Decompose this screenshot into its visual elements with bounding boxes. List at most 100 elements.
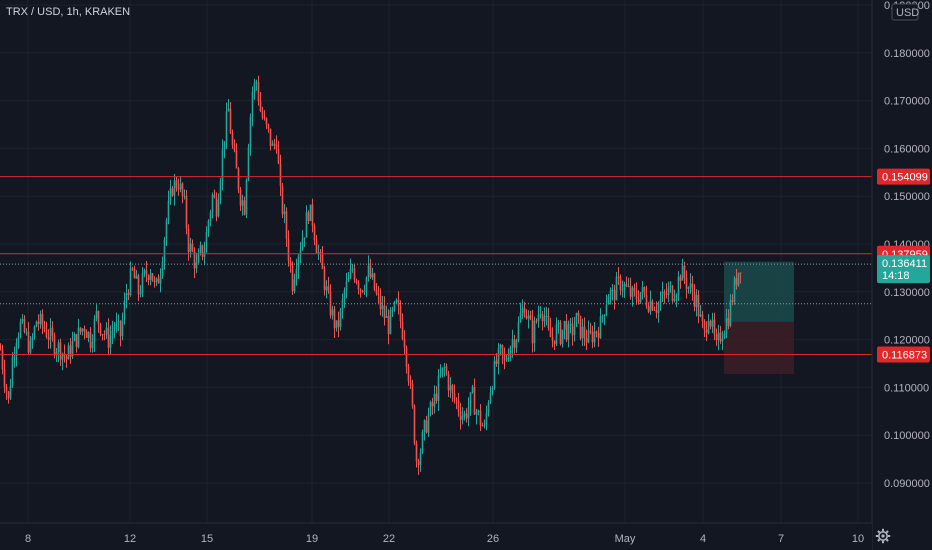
gear-icon[interactable] [875, 528, 891, 544]
candle-body [535, 320, 538, 322]
candle-body [185, 195, 188, 229]
candle-body [667, 287, 670, 295]
candle-body [147, 276, 150, 281]
candle-body [57, 342, 60, 353]
candle-body [647, 305, 650, 312]
candle-body [39, 313, 42, 324]
candle-body [519, 312, 522, 322]
candle-body [173, 180, 176, 196]
candle-body [731, 300, 734, 302]
candle-body [371, 273, 374, 278]
candle-body [257, 82, 260, 102]
candle-body [703, 321, 706, 330]
candle-body [515, 340, 518, 348]
x-tick-label: 22 [383, 533, 395, 545]
candle-body [21, 318, 24, 322]
candle-body [485, 412, 488, 425]
candle-body [287, 238, 290, 261]
candle-body [239, 189, 242, 206]
candle-body [713, 319, 716, 335]
candle-body [421, 431, 424, 453]
candle-body [59, 342, 62, 360]
candle-body [3, 369, 6, 387]
candle-body [655, 310, 658, 313]
candle-body [115, 322, 118, 328]
candle-body [427, 414, 430, 433]
candle-body [333, 309, 336, 329]
candle-body [543, 316, 546, 322]
candle-body [245, 179, 248, 215]
candle-body [65, 356, 68, 360]
candle-body [641, 287, 644, 293]
time-axis[interactable] [0, 523, 872, 550]
candle-body [443, 366, 446, 368]
candle-body [549, 328, 552, 338]
candle-body [189, 243, 192, 253]
target-zone[interactable] [724, 261, 794, 322]
candle-body [289, 260, 292, 266]
candle-body [481, 425, 484, 427]
candle-body [681, 265, 684, 281]
y-tick-label: 0.110000 [884, 382, 929, 394]
candle-body [497, 348, 500, 365]
candle-body [671, 286, 674, 301]
candle-body [517, 321, 520, 341]
candle-body [165, 220, 168, 240]
candle-body [97, 311, 100, 324]
candle-body [305, 212, 308, 238]
candle-body [393, 301, 396, 310]
candle-body [735, 278, 738, 285]
candle-body [221, 149, 224, 182]
candle-body [81, 328, 84, 332]
candle-body [225, 111, 228, 142]
candle-body [537, 314, 540, 322]
candle-body [529, 315, 532, 320]
candle-body [487, 402, 490, 413]
candle-body [99, 323, 102, 335]
level-price-tag[interactable] [877, 346, 930, 363]
y-tick-label: 0.120000 [884, 335, 930, 347]
candle-body [511, 339, 514, 348]
candle-body [325, 286, 328, 291]
current-price-tag[interactable] [877, 255, 930, 284]
candle-body [71, 340, 74, 357]
candle-body [277, 149, 280, 164]
candle-body [489, 392, 492, 403]
candle-body [283, 211, 286, 214]
candle-body [349, 268, 352, 279]
candle-body [673, 299, 676, 301]
candle-body [5, 386, 8, 392]
candle-body [317, 252, 320, 254]
candle-body [315, 240, 318, 253]
candle-body [627, 285, 630, 287]
candle-body [337, 320, 340, 327]
candle-body [705, 329, 708, 334]
candle-body [621, 289, 624, 291]
candle-body [409, 381, 412, 384]
candle-body [187, 228, 190, 253]
candle-body [595, 331, 598, 333]
currency-badge[interactable] [891, 3, 919, 21]
candle-body [723, 333, 726, 339]
candle-body [425, 420, 428, 433]
candle-body [599, 316, 602, 339]
candle-body [93, 318, 96, 343]
level-price-tag[interactable] [877, 168, 930, 185]
y-tick-label: 0.150000 [884, 191, 930, 203]
candle-body [483, 424, 486, 426]
candle-body [733, 278, 736, 302]
level-price-label: 0.154099 [882, 172, 928, 184]
candle-body [105, 327, 108, 335]
candle-body [635, 290, 638, 300]
candle-body [531, 319, 534, 344]
candle-body [31, 337, 34, 341]
candle-body [215, 197, 218, 217]
stop-zone[interactable] [724, 321, 794, 375]
candle-body [469, 392, 472, 408]
candle-body [273, 143, 276, 145]
candle-body [461, 415, 464, 420]
candle-body [455, 399, 458, 401]
candle-body [339, 310, 342, 327]
candle-body [715, 334, 718, 341]
